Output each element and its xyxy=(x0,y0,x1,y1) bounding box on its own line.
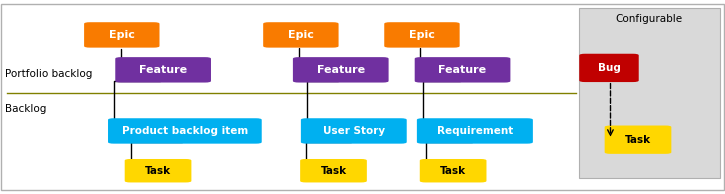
Text: Feature: Feature xyxy=(139,65,187,75)
Text: Product backlog item: Product backlog item xyxy=(122,126,248,136)
FancyBboxPatch shape xyxy=(420,159,486,182)
Text: Task: Task xyxy=(625,135,651,145)
FancyBboxPatch shape xyxy=(115,57,211,83)
FancyBboxPatch shape xyxy=(263,22,339,48)
FancyBboxPatch shape xyxy=(300,159,367,182)
Text: Task: Task xyxy=(320,166,347,176)
Text: Feature: Feature xyxy=(439,65,486,75)
Text: Feature: Feature xyxy=(317,65,365,75)
FancyBboxPatch shape xyxy=(579,8,720,178)
Text: Epic: Epic xyxy=(109,30,135,40)
FancyBboxPatch shape xyxy=(108,118,262,144)
FancyBboxPatch shape xyxy=(384,22,460,48)
FancyBboxPatch shape xyxy=(84,22,160,48)
FancyBboxPatch shape xyxy=(415,57,510,83)
Text: Backlog: Backlog xyxy=(5,104,46,114)
Text: Task: Task xyxy=(145,166,171,176)
FancyBboxPatch shape xyxy=(605,126,671,154)
Text: Portfolio backlog: Portfolio backlog xyxy=(5,69,93,79)
FancyBboxPatch shape xyxy=(417,118,533,144)
FancyBboxPatch shape xyxy=(125,159,191,182)
Text: Task: Task xyxy=(440,166,466,176)
Text: User Story: User Story xyxy=(323,126,385,136)
Text: Epic: Epic xyxy=(288,30,314,40)
Text: Requirement: Requirement xyxy=(436,126,513,136)
Text: Epic: Epic xyxy=(409,30,435,40)
FancyBboxPatch shape xyxy=(301,118,407,144)
FancyBboxPatch shape xyxy=(579,54,639,82)
Text: Configurable: Configurable xyxy=(616,14,682,24)
Text: Bug: Bug xyxy=(597,63,621,73)
FancyBboxPatch shape xyxy=(293,57,389,83)
